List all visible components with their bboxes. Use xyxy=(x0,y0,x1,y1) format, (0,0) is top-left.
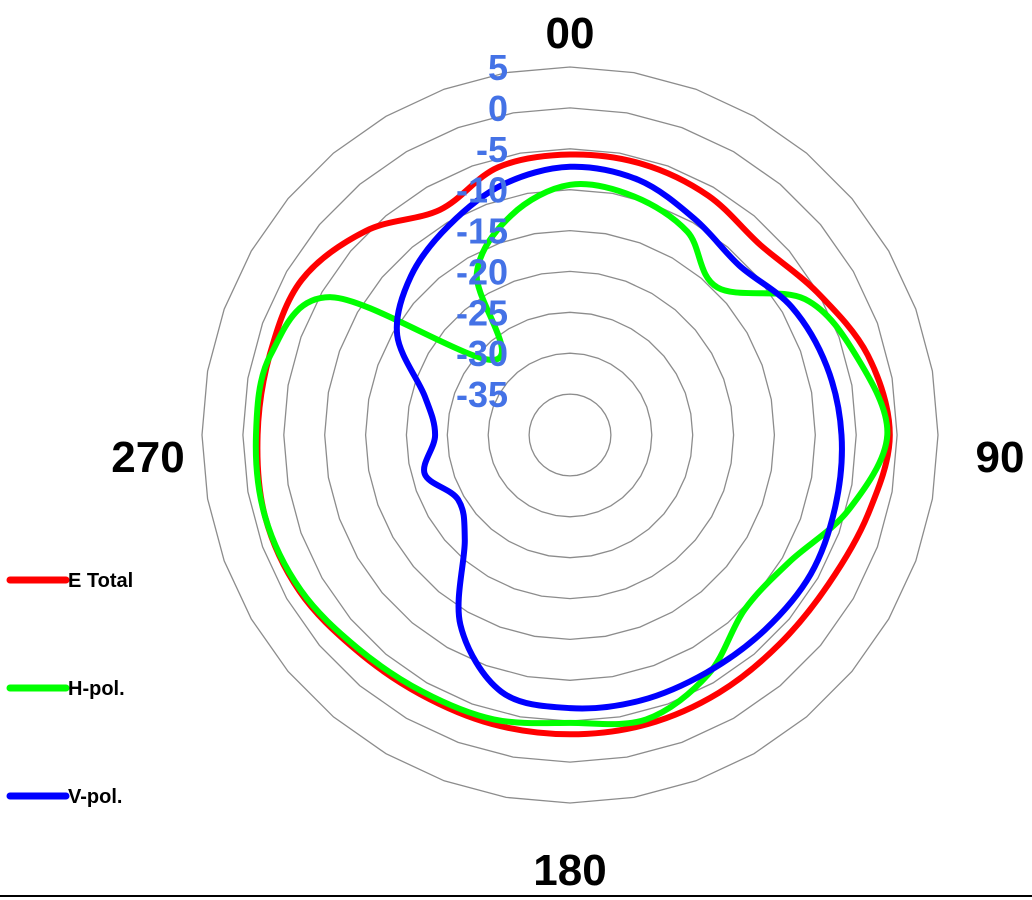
series-line-h-pol xyxy=(252,181,891,728)
polar-grid xyxy=(201,66,939,804)
angle-label-0: 00 xyxy=(546,9,595,58)
radial-tick-label: -10 xyxy=(456,170,508,211)
radial-tick-label: -15 xyxy=(456,211,508,252)
grid-ring xyxy=(446,311,694,559)
radial-tick-label: -20 xyxy=(456,251,508,292)
radial-tick-label: 0 xyxy=(488,88,508,129)
radial-tick-label: -25 xyxy=(456,292,508,333)
angle-label-270: 270 xyxy=(111,433,184,482)
series-line-v-pol xyxy=(393,163,845,712)
grid-ring xyxy=(528,393,612,477)
angle-label-180: 180 xyxy=(533,846,606,895)
grid-ring xyxy=(242,107,898,763)
legend: E Total H-pol. V-pol. xyxy=(6,570,133,808)
grid-ring xyxy=(283,148,857,722)
grid-ring xyxy=(487,352,653,518)
angle-label-90: 90 xyxy=(976,433,1025,482)
grid-ring xyxy=(201,66,939,804)
grid-ring xyxy=(405,270,735,600)
legend-label-h-pol: H-pol. xyxy=(68,678,125,700)
radial-tick-label: -30 xyxy=(456,333,508,374)
angle-labels: 00 90 180 270 xyxy=(111,9,1024,895)
legend-label-e-total: E Total xyxy=(68,570,133,592)
legend-label-v-pol: V-pol. xyxy=(68,786,122,808)
series-layer xyxy=(252,151,893,738)
grid-ring xyxy=(324,189,816,681)
grid-ring xyxy=(364,229,776,641)
radial-tick-label: -5 xyxy=(476,129,508,170)
radial-tick-label: -35 xyxy=(456,374,508,415)
radial-tick-labels: 50-5-10-15-20-25-30-35 xyxy=(456,47,508,415)
series-line-e-total xyxy=(254,151,893,738)
radial-tick-label: 5 xyxy=(488,47,508,88)
